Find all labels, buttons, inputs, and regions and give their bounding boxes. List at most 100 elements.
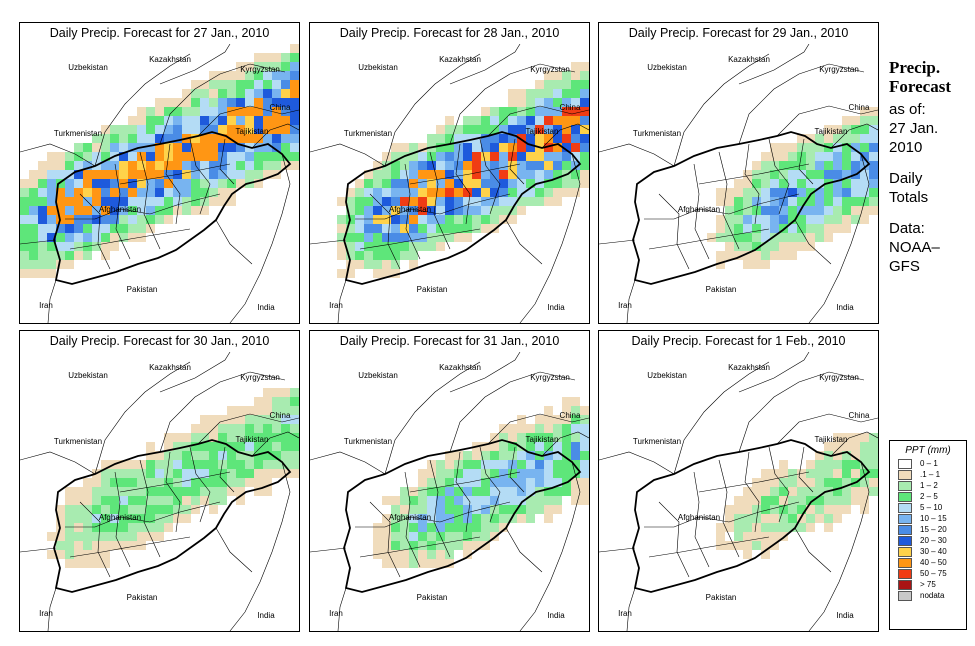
country-border [47, 587, 57, 631]
precip-field [337, 62, 589, 278]
province-border [355, 193, 511, 220]
label-kyrgyzstan: Kyrgyzstan [819, 373, 859, 382]
label-india: India [547, 303, 565, 312]
province-border [79, 193, 111, 270]
totals-line1: Daily [889, 170, 923, 187]
asof-line2: 27 Jan. [889, 120, 939, 137]
legend-label: 15 – 20 [920, 525, 947, 534]
province-border [509, 138, 525, 185]
legend-label: 0 – 1 [920, 459, 938, 468]
totals-line2: Totals [889, 189, 929, 206]
legend-row: 5 – 10 [898, 503, 966, 514]
label-india: India [836, 303, 854, 312]
label-uzbekistan: Uzbekistan [68, 63, 108, 72]
province-border [744, 451, 760, 533]
country-border [541, 431, 589, 457]
legend-label: 5 – 10 [920, 503, 943, 512]
country-border [808, 461, 870, 631]
label-india: India [257, 611, 275, 620]
province-border [658, 193, 690, 270]
legend-swatch [898, 470, 912, 480]
country-border [626, 587, 636, 631]
label-kazakhstan: Kazakhstan [439, 55, 481, 64]
legend-swatch [898, 569, 912, 579]
country-border [449, 371, 576, 453]
legend-label: 10 – 15 [920, 514, 947, 523]
country-border [229, 461, 291, 631]
legend-rows: 0 – 1 .1 – 1 1 – 2 2 – 5 5 – 10 10 – 15 15 – 2… [890, 459, 966, 602]
label-iran: Iran [329, 301, 343, 310]
legend-row: .1 – 1 [898, 470, 966, 481]
country-border [519, 461, 581, 631]
label-china: China [560, 411, 581, 420]
label-afghanistan: Afghanistan [389, 513, 431, 522]
province-border [658, 501, 690, 578]
country-border [20, 239, 57, 245]
label-iran: Iran [329, 609, 343, 618]
label-china: China [270, 411, 291, 420]
legend-row: 50 – 75 [898, 569, 966, 580]
country-border [830, 431, 878, 457]
label-kazakhstan: Kazakhstan [728, 55, 770, 64]
label-iran: Iran [39, 301, 53, 310]
precip-map: Uzbekistan Kazakhstan Kyrgyzstan Turkmenist… [599, 44, 878, 323]
province-border [455, 451, 471, 533]
precip-map: Uzbekistan Kazakhstan Kyrgyzstan Turkmenist… [20, 44, 299, 323]
province-border [114, 471, 131, 568]
country-border [20, 143, 96, 167]
province-border [698, 163, 810, 185]
label-turkmenistan: Turkmenistan [54, 129, 102, 138]
province-border [114, 163, 131, 260]
province-border [409, 471, 521, 493]
country-border [794, 527, 832, 573]
province-border [768, 138, 790, 215]
country-border [310, 451, 386, 475]
country-border [159, 371, 286, 453]
country-border [251, 123, 299, 149]
legend-label: 1 – 2 [920, 481, 938, 490]
label-kazakhstan: Kazakhstan [439, 363, 481, 372]
label-turkmenistan: Turkmenistan [344, 129, 392, 138]
forecast-panel-3: Daily Precip. Forecast for 29 Jan., 2010… [598, 22, 879, 324]
country-border [337, 279, 347, 323]
legend-row: 10 – 15 [898, 514, 966, 525]
country-border [449, 63, 576, 145]
province-border [718, 459, 740, 558]
country-border [47, 279, 57, 323]
label-pakistan: Pakistan [127, 285, 158, 294]
country-border [776, 105, 878, 137]
legend-label: .1 – 1 [920, 470, 941, 479]
legend-label: 20 – 30 [920, 536, 947, 545]
afghanistan-border [343, 439, 582, 593]
province-border [479, 138, 501, 215]
province-border [355, 501, 511, 528]
label-china: China [849, 103, 870, 112]
province-border [219, 138, 235, 185]
label-afghanistan: Afghanistan [99, 513, 141, 522]
province-border [369, 501, 401, 578]
province-border [648, 228, 770, 250]
precip-map: Uzbekistan Kazakhstan Kyrgyzstan Turkmenist… [599, 352, 878, 631]
province-border [139, 151, 161, 250]
legend-row: 20 – 30 [898, 536, 966, 547]
label-tajikistan: Tajikistan [815, 127, 848, 136]
precip-field [707, 107, 878, 269]
legend-row: > 75 [898, 580, 966, 591]
precip-map: Uzbekistan Kazakhstan Kyrgyzstan Turkmenist… [20, 352, 299, 631]
legend-label: nodata [920, 591, 945, 600]
province-border [798, 138, 814, 185]
forecast-panel-4: Daily Precip. Forecast for 30 Jan., 2010… [19, 330, 300, 632]
label-turkmenistan: Turkmenistan [54, 437, 102, 446]
country-border [20, 547, 57, 553]
label-india: India [547, 611, 565, 620]
forecast-panel-2: Daily Precip. Forecast for 28 Jan., 2010… [309, 22, 590, 324]
province-border [359, 536, 481, 558]
label-iran: Iran [618, 301, 632, 310]
province-border [119, 163, 231, 185]
province-border [644, 193, 800, 220]
panel-title: Daily Precip. Forecast for 1 Feb., 2010 [599, 331, 878, 353]
country-border [487, 413, 589, 445]
province-border [479, 446, 501, 523]
label-uzbekistan: Uzbekistan [647, 371, 687, 380]
legend-label: 2 – 5 [920, 492, 938, 501]
